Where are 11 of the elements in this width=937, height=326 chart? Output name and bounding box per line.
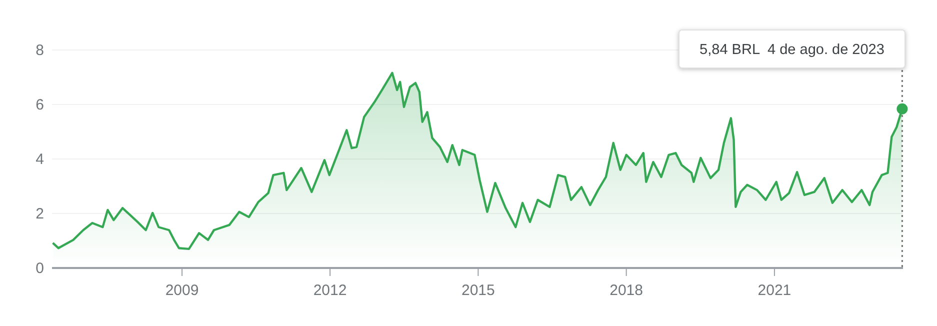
x-tick-label: 2012	[313, 282, 347, 299]
y-tick-label: 0	[36, 260, 44, 277]
y-tick-label: 6	[36, 96, 44, 114]
x-tick-label: 2018	[610, 282, 644, 299]
y-tick-label: 4	[36, 151, 44, 168]
y-tick-label: 8	[36, 42, 44, 59]
annotation: 5,84 BRL 4 de ago. de 2023	[700, 42, 884, 58]
x-tick-label: 2009	[165, 282, 199, 299]
x-tick-label: 2015	[461, 282, 495, 299]
x-tick-label: 2021	[758, 282, 792, 299]
y-tick-label: 2	[36, 206, 44, 222]
